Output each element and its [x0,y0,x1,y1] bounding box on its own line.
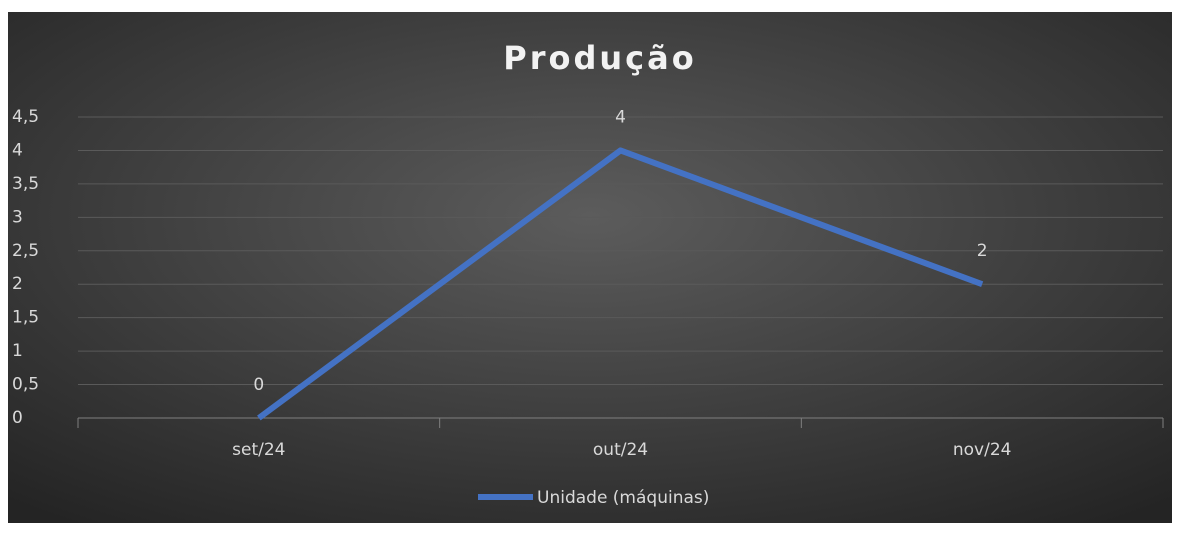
y-tick-label: 0 [12,408,23,428]
x-tick-label: nov/24 [953,440,1012,460]
y-tick-label: 4 [12,140,23,160]
y-tick-label: 2,5 [12,241,39,261]
chart-title: Produção [503,39,696,77]
y-tick-label: 0,5 [12,375,39,395]
x-tick-label: set/24 [232,440,285,460]
legend-label: Unidade (máquinas) [537,488,709,508]
y-tick-label: 2 [12,274,23,294]
data-label: 0 [253,375,264,395]
data-label: 4 [615,107,626,127]
data-label: 2 [977,241,988,261]
y-tick-label: 4,5 [12,107,39,127]
y-tick-label: 3 [12,207,23,227]
line-series [257,147,984,421]
y-tick-label: 1 [12,341,23,361]
x-tick-label: out/24 [593,440,648,460]
chart-background [8,12,1172,523]
y-tick-label: 3,5 [12,174,39,194]
y-tick-label: 1,5 [12,308,39,328]
